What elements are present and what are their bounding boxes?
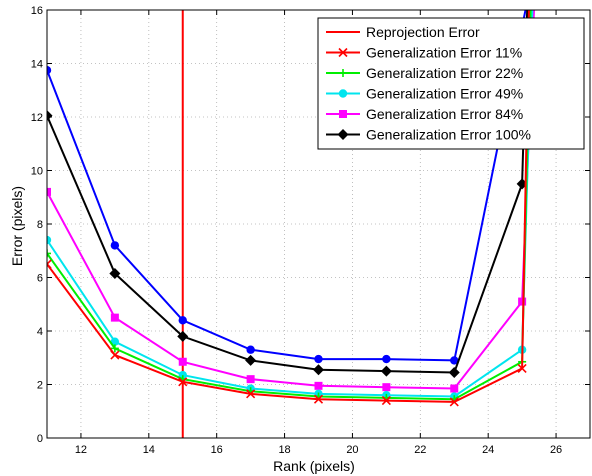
legend-label: Generalization Error 11%	[366, 45, 522, 61]
x-axis-label: Rank (pixels)	[273, 458, 355, 474]
data-point	[110, 313, 119, 322]
y-tick-label: 8	[37, 219, 43, 231]
legend: Reprojection Error Generalization Error 1…	[317, 17, 585, 150]
legend-marker	[339, 110, 347, 118]
x-tick-label: 26	[550, 444, 562, 456]
legend-label: Reprojection Error	[366, 24, 480, 40]
data-point	[177, 330, 189, 342]
legend-marker	[339, 69, 347, 77]
data-point	[178, 316, 187, 325]
x-tick-label: 16	[211, 444, 223, 456]
data-point	[449, 397, 459, 407]
data-point	[47, 249, 51, 258]
data-point	[47, 65, 52, 75]
legend-label: Generalization Error 84%	[366, 106, 523, 122]
data-point	[518, 297, 527, 306]
x-tick-label: 14	[143, 444, 155, 456]
y-tick-label: 2	[37, 380, 43, 392]
y-tick-label: 16	[31, 5, 43, 17]
data-point	[178, 357, 187, 366]
data-point	[47, 187, 51, 196]
data-point	[110, 241, 120, 250]
data-point	[47, 259, 52, 269]
data-point	[110, 350, 120, 360]
y-tick-label: 4	[37, 326, 43, 338]
y-axis-label: Error (pixels)	[9, 186, 25, 266]
y-tick-label: 0	[37, 433, 43, 445]
y-tick-label: 12	[31, 112, 43, 124]
series-layer	[47, 10, 535, 438]
data-point	[245, 354, 257, 366]
x-tick-label: 12	[75, 444, 87, 456]
data-point	[448, 366, 460, 378]
series-line-blue	[47, 10, 527, 362]
data-point	[450, 356, 459, 365]
x-tick-label: 24	[482, 444, 494, 456]
data-point	[47, 110, 53, 122]
data-point	[450, 384, 459, 393]
legend-label: Generalization Error 100%	[366, 127, 531, 143]
data-point	[246, 345, 255, 354]
data-point	[314, 381, 323, 390]
x-tick-label: 18	[278, 444, 290, 456]
data-point	[313, 394, 324, 404]
x-tick-label: 20	[346, 444, 358, 456]
y-tick-label: 14	[31, 59, 43, 71]
legend-label: Generalization Error 49%	[366, 86, 523, 102]
y-tick-label: 10	[31, 166, 43, 178]
data-point	[246, 389, 256, 399]
data-point	[380, 365, 392, 377]
data-point	[314, 354, 323, 364]
legend-box	[317, 17, 585, 150]
legend-marker	[338, 89, 348, 98]
data-point	[47, 235, 52, 245]
data-point	[382, 354, 391, 364]
legend-marker	[338, 47, 348, 58]
legend-marker	[337, 129, 349, 140]
x-tick-label: 22	[414, 444, 426, 456]
data-point	[517, 363, 527, 374]
data-point	[313, 364, 324, 376]
data-point	[381, 395, 391, 406]
y-tick-label: 6	[37, 273, 43, 285]
data-point	[178, 377, 188, 387]
data-point	[109, 267, 121, 279]
data-point	[110, 344, 119, 353]
data-point	[246, 375, 255, 384]
data-point	[382, 383, 391, 392]
legend-label: Generalization Error 22%	[366, 65, 523, 81]
